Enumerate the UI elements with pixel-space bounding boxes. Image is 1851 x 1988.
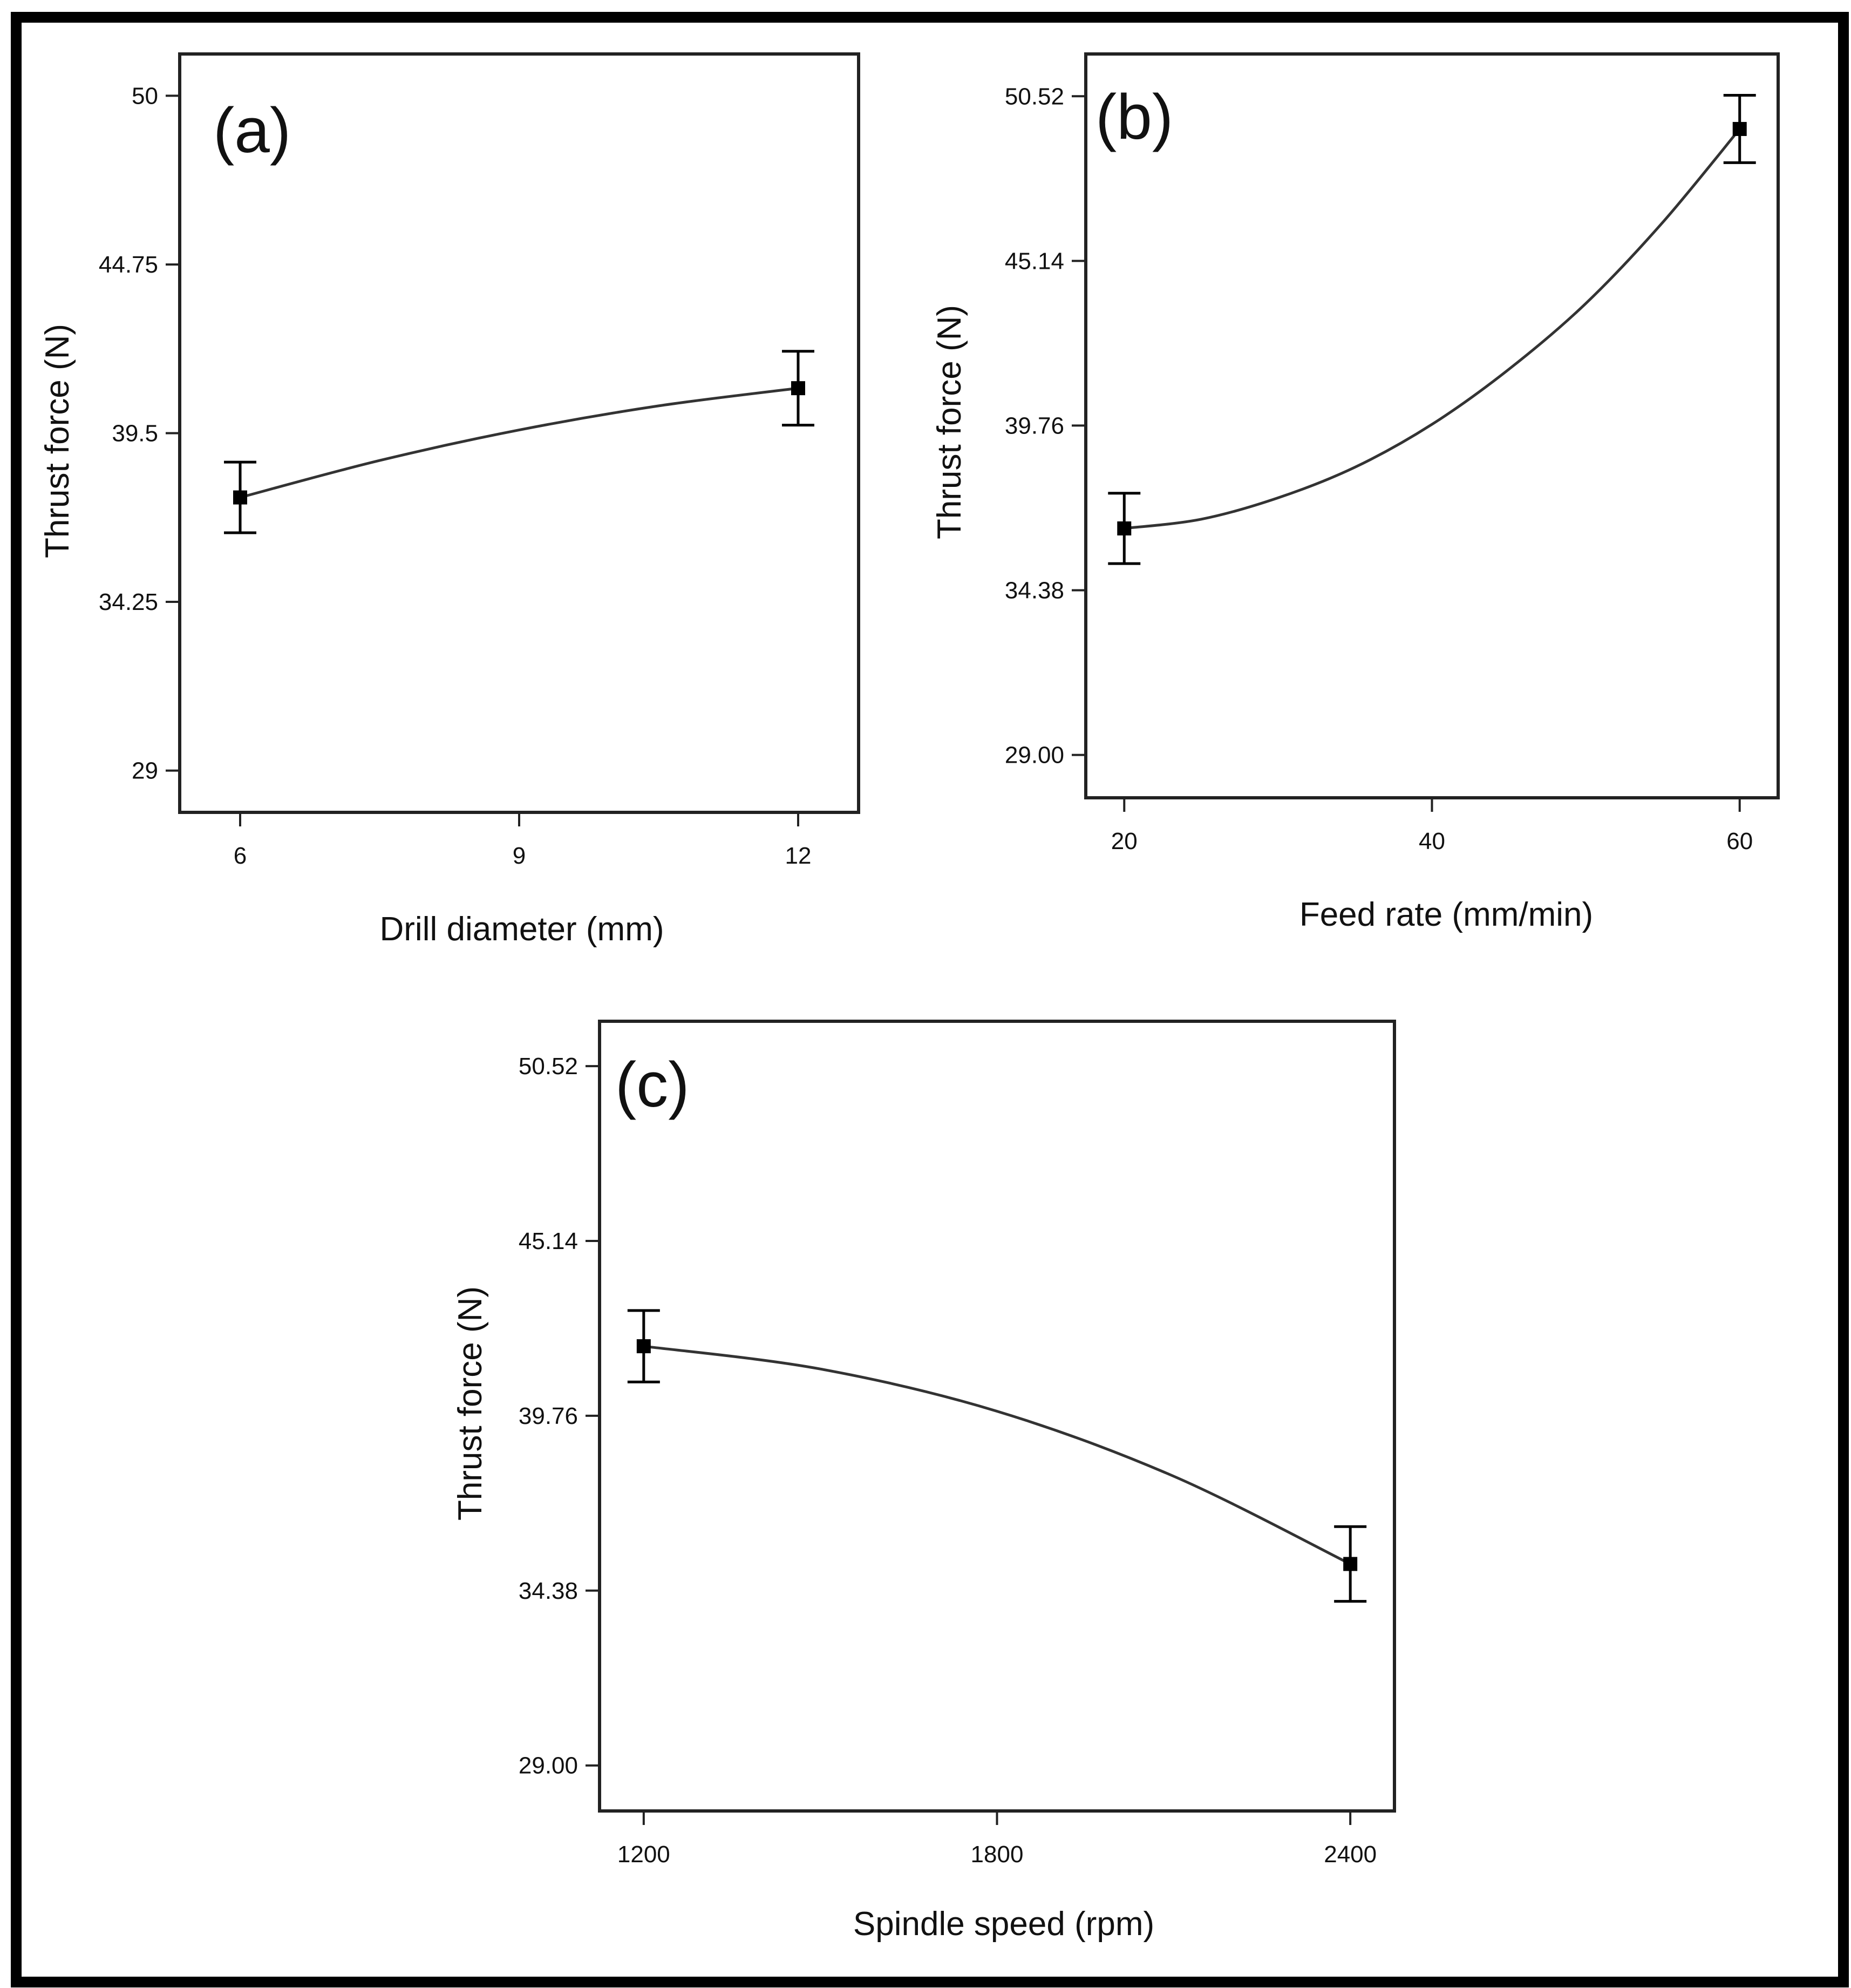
y-axis-label-b: Thrust force (N): [931, 305, 968, 539]
data-point-c-0: [636, 1339, 651, 1354]
y-tick-label-b-3: 45.14: [1005, 248, 1064, 274]
data-point-b-0: [1117, 521, 1132, 535]
y-tick-label-b-4: 50.52: [1005, 83, 1064, 110]
x-axis-label-c: Spindle speed (rpm): [853, 1905, 1154, 1943]
y-tick-label-c-4: 50.52: [519, 1053, 578, 1080]
x-axis-ticks-c: 1200 1800 2400: [617, 1811, 1377, 1868]
panel-c: (c) 29.00 34.38 39.76 45.14 50.52 1200 1800 24…: [452, 1020, 1396, 1943]
x-tick-label-b-1: 40: [1419, 828, 1445, 854]
y-tick-label-c-2: 39.76: [519, 1403, 578, 1429]
y-axis-ticks-b: 29.00 34.38 39.76 45.14 50.52: [1005, 83, 1086, 769]
y-tick-label-b-1: 34.38: [1005, 578, 1064, 604]
x-tick-label-c-1: 1800: [971, 1841, 1024, 1868]
y-tick-label-c-0: 29.00: [519, 1753, 578, 1779]
plot-frame-a: [178, 52, 860, 814]
y-tick-label-a-0: 29: [132, 758, 158, 784]
x-axis-ticks-b: 20 40 60: [1111, 798, 1753, 854]
y-tick-label-a-3: 44.75: [99, 252, 158, 278]
data-point-b-1: [1732, 121, 1747, 136]
data-point-a-1: [791, 381, 805, 396]
panel-b: (b) 29.00 34.38 39.76 45.14 50.52 20 40 60 Fee…: [931, 52, 1780, 933]
x-tick-label-c-2: 2400: [1324, 1841, 1377, 1868]
data-point-a-0: [233, 490, 248, 505]
trend-curve-a: [240, 386, 799, 499]
x-tick-label-b-0: 20: [1111, 828, 1138, 854]
panel-label-b: (b): [1095, 82, 1173, 153]
data-point-c-1: [1343, 1557, 1358, 1571]
y-axis-label-c: Thrust force (N): [452, 1286, 489, 1521]
y-tick-label-c-3: 45.14: [519, 1228, 578, 1254]
y-axis-ticks-a: 29 34.25 39.5 44.75 50: [99, 83, 180, 784]
y-tick-label-b-2: 39.76: [1005, 412, 1064, 439]
panel-a: (a) 29 34.25 39.5 44.75 50 6 9 12 Drill diamet…: [39, 52, 860, 948]
trend-curve-b: [1124, 128, 1741, 530]
x-tick-label-b-2: 60: [1726, 828, 1753, 854]
panel-label-a: (a): [213, 95, 291, 166]
x-tick-label-a-1: 9: [513, 843, 526, 869]
plot-frame-c: [598, 1020, 1396, 1813]
series-b: [1108, 94, 1756, 565]
y-axis-ticks-c: 29.00 34.38 39.76 45.14 50.52: [519, 1053, 600, 1779]
x-tick-label-a-0: 6: [234, 843, 247, 869]
y-tick-label-b-0: 29.00: [1005, 742, 1064, 769]
series-a: [224, 350, 814, 534]
x-tick-label-a-2: 12: [785, 843, 812, 869]
y-tick-label-a-1: 34.25: [99, 589, 158, 615]
x-axis-label-a: Drill diameter (mm): [380, 911, 664, 948]
x-axis-label-b: Feed rate (mm/min): [1299, 896, 1593, 933]
panel-label-c: (c): [615, 1049, 690, 1121]
y-tick-label-a-4: 50: [132, 83, 158, 109]
y-tick-label-c-1: 34.38: [519, 1578, 578, 1604]
y-axis-label-a: Thrust force (N): [39, 324, 76, 558]
y-tick-label-a-2: 39.5: [112, 420, 158, 447]
x-axis-ticks-a: 6 9 12: [234, 812, 812, 869]
outer-frame: [11, 12, 1849, 1987]
trend-curve-c: [643, 1345, 1351, 1565]
x-tick-label-c-0: 1200: [617, 1841, 670, 1868]
series-c: [627, 1309, 1367, 1603]
